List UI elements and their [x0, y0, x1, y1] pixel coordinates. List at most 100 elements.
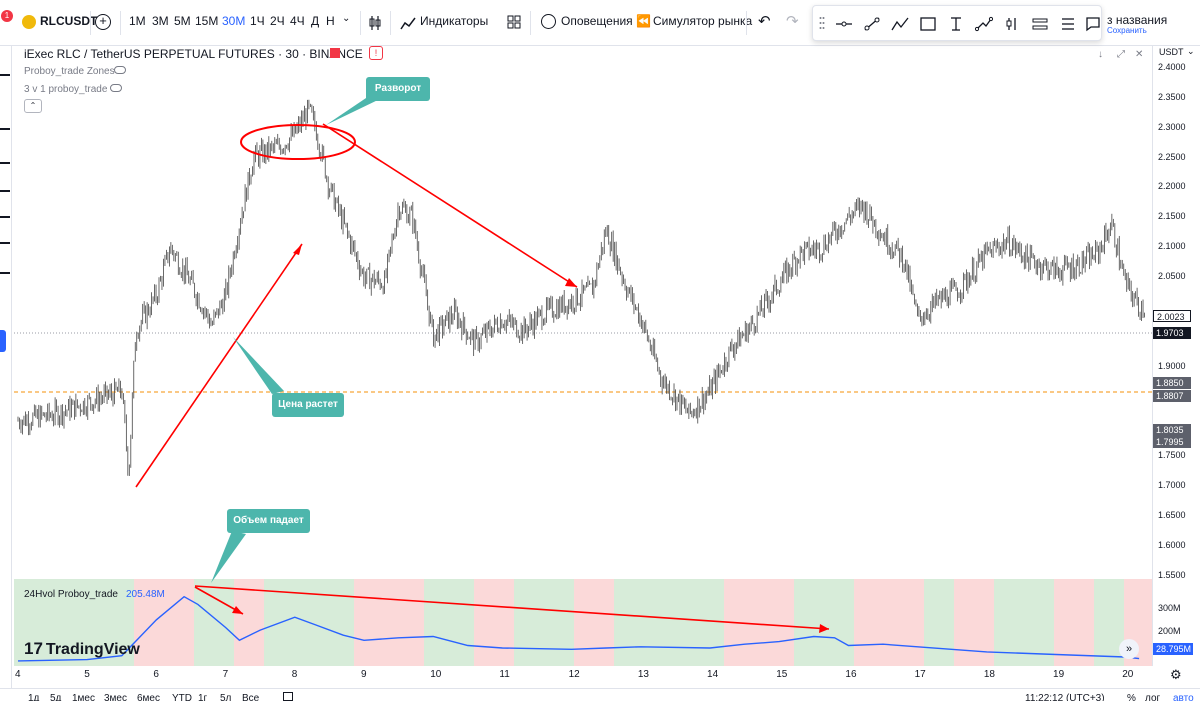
symbol-search-button[interactable]: RLCUSDT [40, 14, 98, 28]
alert-indicator[interactable]: ! [369, 46, 383, 60]
trend-line-icon[interactable] [863, 16, 881, 32]
settings-sliders-icon[interactable] [1031, 16, 1049, 32]
chart-settings-gear-icon[interactable]: ⚙ [1170, 667, 1182, 682]
volume-zone [994, 579, 1054, 666]
save-layout-label[interactable]: Сохранить [1107, 26, 1147, 35]
interval-5m[interactable]: 5М [174, 14, 191, 28]
symbol-legend-title[interactable]: iExec RLC / TetherUS PERPETUAL FUTURES ·… [24, 47, 363, 61]
indicators-button[interactable]: Индикаторы [420, 14, 489, 28]
interval-1m[interactable]: 1М [129, 14, 146, 28]
interval-dropdown-chevron-icon[interactable]: ⌄ [342, 13, 351, 24]
interval-15m[interactable]: 15М [195, 14, 219, 28]
time-tick: 19 [1053, 669, 1065, 680]
volume-zone [234, 579, 264, 666]
price-range-icon[interactable] [1003, 16, 1021, 32]
uptrend-arrowhead [293, 244, 302, 255]
volume-pane-legend[interactable]: 24Hvol Proboy_trade 205.48M [24, 589, 165, 600]
grey-level-tag-1: 1.8035 [1153, 424, 1191, 436]
volume-zone [794, 579, 854, 666]
volume-pane-value: 205.48M [125, 589, 165, 600]
range-3m[interactable]: 3мес [104, 693, 127, 701]
interval-w[interactable]: Н [326, 14, 335, 28]
volume-zone [854, 579, 924, 666]
tool-fib-icon[interactable] [0, 162, 10, 164]
volume-down-arrowhead-2 [819, 624, 829, 633]
tool-prediction-icon[interactable] [0, 216, 10, 218]
object-tree-icon[interactable] [1059, 16, 1077, 32]
auto-toggle[interactable]: авто [1173, 693, 1194, 701]
candle-type-icon[interactable] [368, 15, 382, 31]
tradingview-logo-text: TradingView [45, 641, 140, 658]
range-1m[interactable]: 1мес [72, 693, 95, 701]
pane-maximize-icon[interactable]: ⤢ [1117, 49, 1125, 60]
tool-active-indicator[interactable] [0, 330, 6, 352]
time-tick: 9 [361, 669, 367, 680]
comment-icon[interactable] [1085, 16, 1101, 32]
price-scale[interactable]: USDT ⌄ [1152, 46, 1200, 666]
tool-text-icon[interactable] [0, 242, 10, 244]
indicator-legend-2[interactable]: 3 v 1 proboy_trade [24, 84, 108, 95]
brush-icon[interactable] [891, 16, 909, 32]
tool-crosshair-icon[interactable] [0, 74, 10, 76]
path-tool-icon[interactable] [975, 16, 993, 32]
horizontal-line-icon[interactable] [835, 16, 853, 32]
eye-hidden-icon-2[interactable] [110, 84, 122, 92]
price-scale-dropdown-icon[interactable]: ⌄ [1187, 46, 1195, 56]
indicator-legend-1[interactable]: Proboy_trade Zones [24, 66, 115, 77]
interval-4h[interactable]: 4Ч [290, 14, 305, 28]
price-chart[interactable] [14, 46, 1152, 666]
range-5d[interactable]: 5д [50, 693, 62, 701]
scroll-to-realtime-button[interactable]: » [1119, 639, 1139, 659]
price-tick: 2.1500 [1158, 211, 1186, 222]
indicators-icon[interactable] [400, 15, 416, 31]
interval-2h[interactable]: 2Ч [270, 14, 285, 28]
price-tick: 2.2500 [1158, 151, 1186, 162]
last-price-tag: 2.0023 [1153, 310, 1191, 322]
notification-badge[interactable]: 1 [1, 10, 13, 22]
percent-toggle[interactable]: % [1127, 693, 1136, 701]
alerts-button[interactable]: Оповещения [561, 14, 633, 28]
range-1y[interactable]: 1г [198, 693, 208, 701]
range-ytd[interactable]: YTD [172, 693, 192, 701]
alarm-clock-icon[interactable] [541, 14, 556, 29]
price-tick: 2.0500 [1158, 271, 1186, 282]
interval-3m[interactable]: 3М [152, 14, 169, 28]
price-scale-currency[interactable]: USDT [1159, 47, 1184, 57]
clock-timezone[interactable]: 11:22:12 (UTC+3) [1025, 693, 1105, 701]
text-tool-icon[interactable] [947, 16, 965, 32]
log-toggle[interactable]: лог [1145, 693, 1161, 701]
add-symbol-icon[interactable]: + [95, 14, 111, 30]
range-1d[interactable]: 1д [28, 693, 40, 701]
interval-30m[interactable]: 30М [222, 14, 246, 28]
range-all[interactable]: Все [242, 693, 260, 701]
flag-icon[interactable] [330, 48, 340, 58]
volume-down-arrowhead-1 [232, 606, 243, 614]
layout-name[interactable]: з названия [1107, 13, 1168, 27]
drag-handle-icon[interactable] [819, 16, 825, 32]
tool-measure-icon[interactable] [0, 272, 10, 274]
tool-trendline-icon[interactable] [0, 128, 10, 130]
volume-zone [134, 579, 194, 666]
range-5y[interactable]: 5л [220, 693, 232, 701]
price-tick: 1.7000 [1158, 480, 1186, 491]
left-drawing-tools [0, 46, 12, 701]
undo-icon[interactable]: ↶ [758, 13, 771, 30]
templates-grid-icon[interactable] [507, 15, 521, 29]
volume-zone [924, 579, 954, 666]
orange-level-tag-1: 1.8850 [1153, 377, 1191, 389]
replay-rewind-icon[interactable]: ⏪ [636, 14, 651, 28]
collapse-legend-chevron-icon[interactable]: ⌃ [24, 99, 42, 113]
time-tick: 13 [637, 669, 649, 680]
eye-hidden-icon-1[interactable] [114, 66, 126, 74]
tradingview-logo-mark-icon: 17 [24, 639, 43, 658]
calendar-icon[interactable] [283, 692, 293, 701]
replay-button[interactable]: Симулятор рынка [653, 14, 753, 28]
interval-1h[interactable]: 1Ч [250, 14, 265, 28]
tool-pattern-icon[interactable] [0, 190, 10, 192]
range-6m[interactable]: 6мес [137, 693, 160, 701]
pane-down-icon[interactable]: ↓ [1098, 49, 1103, 60]
rectangle-icon[interactable] [919, 16, 937, 32]
redo-icon[interactable]: ↷ [786, 13, 799, 30]
interval-d[interactable]: Д [311, 14, 320, 28]
pane-close-icon[interactable]: ✕ [1135, 49, 1144, 60]
